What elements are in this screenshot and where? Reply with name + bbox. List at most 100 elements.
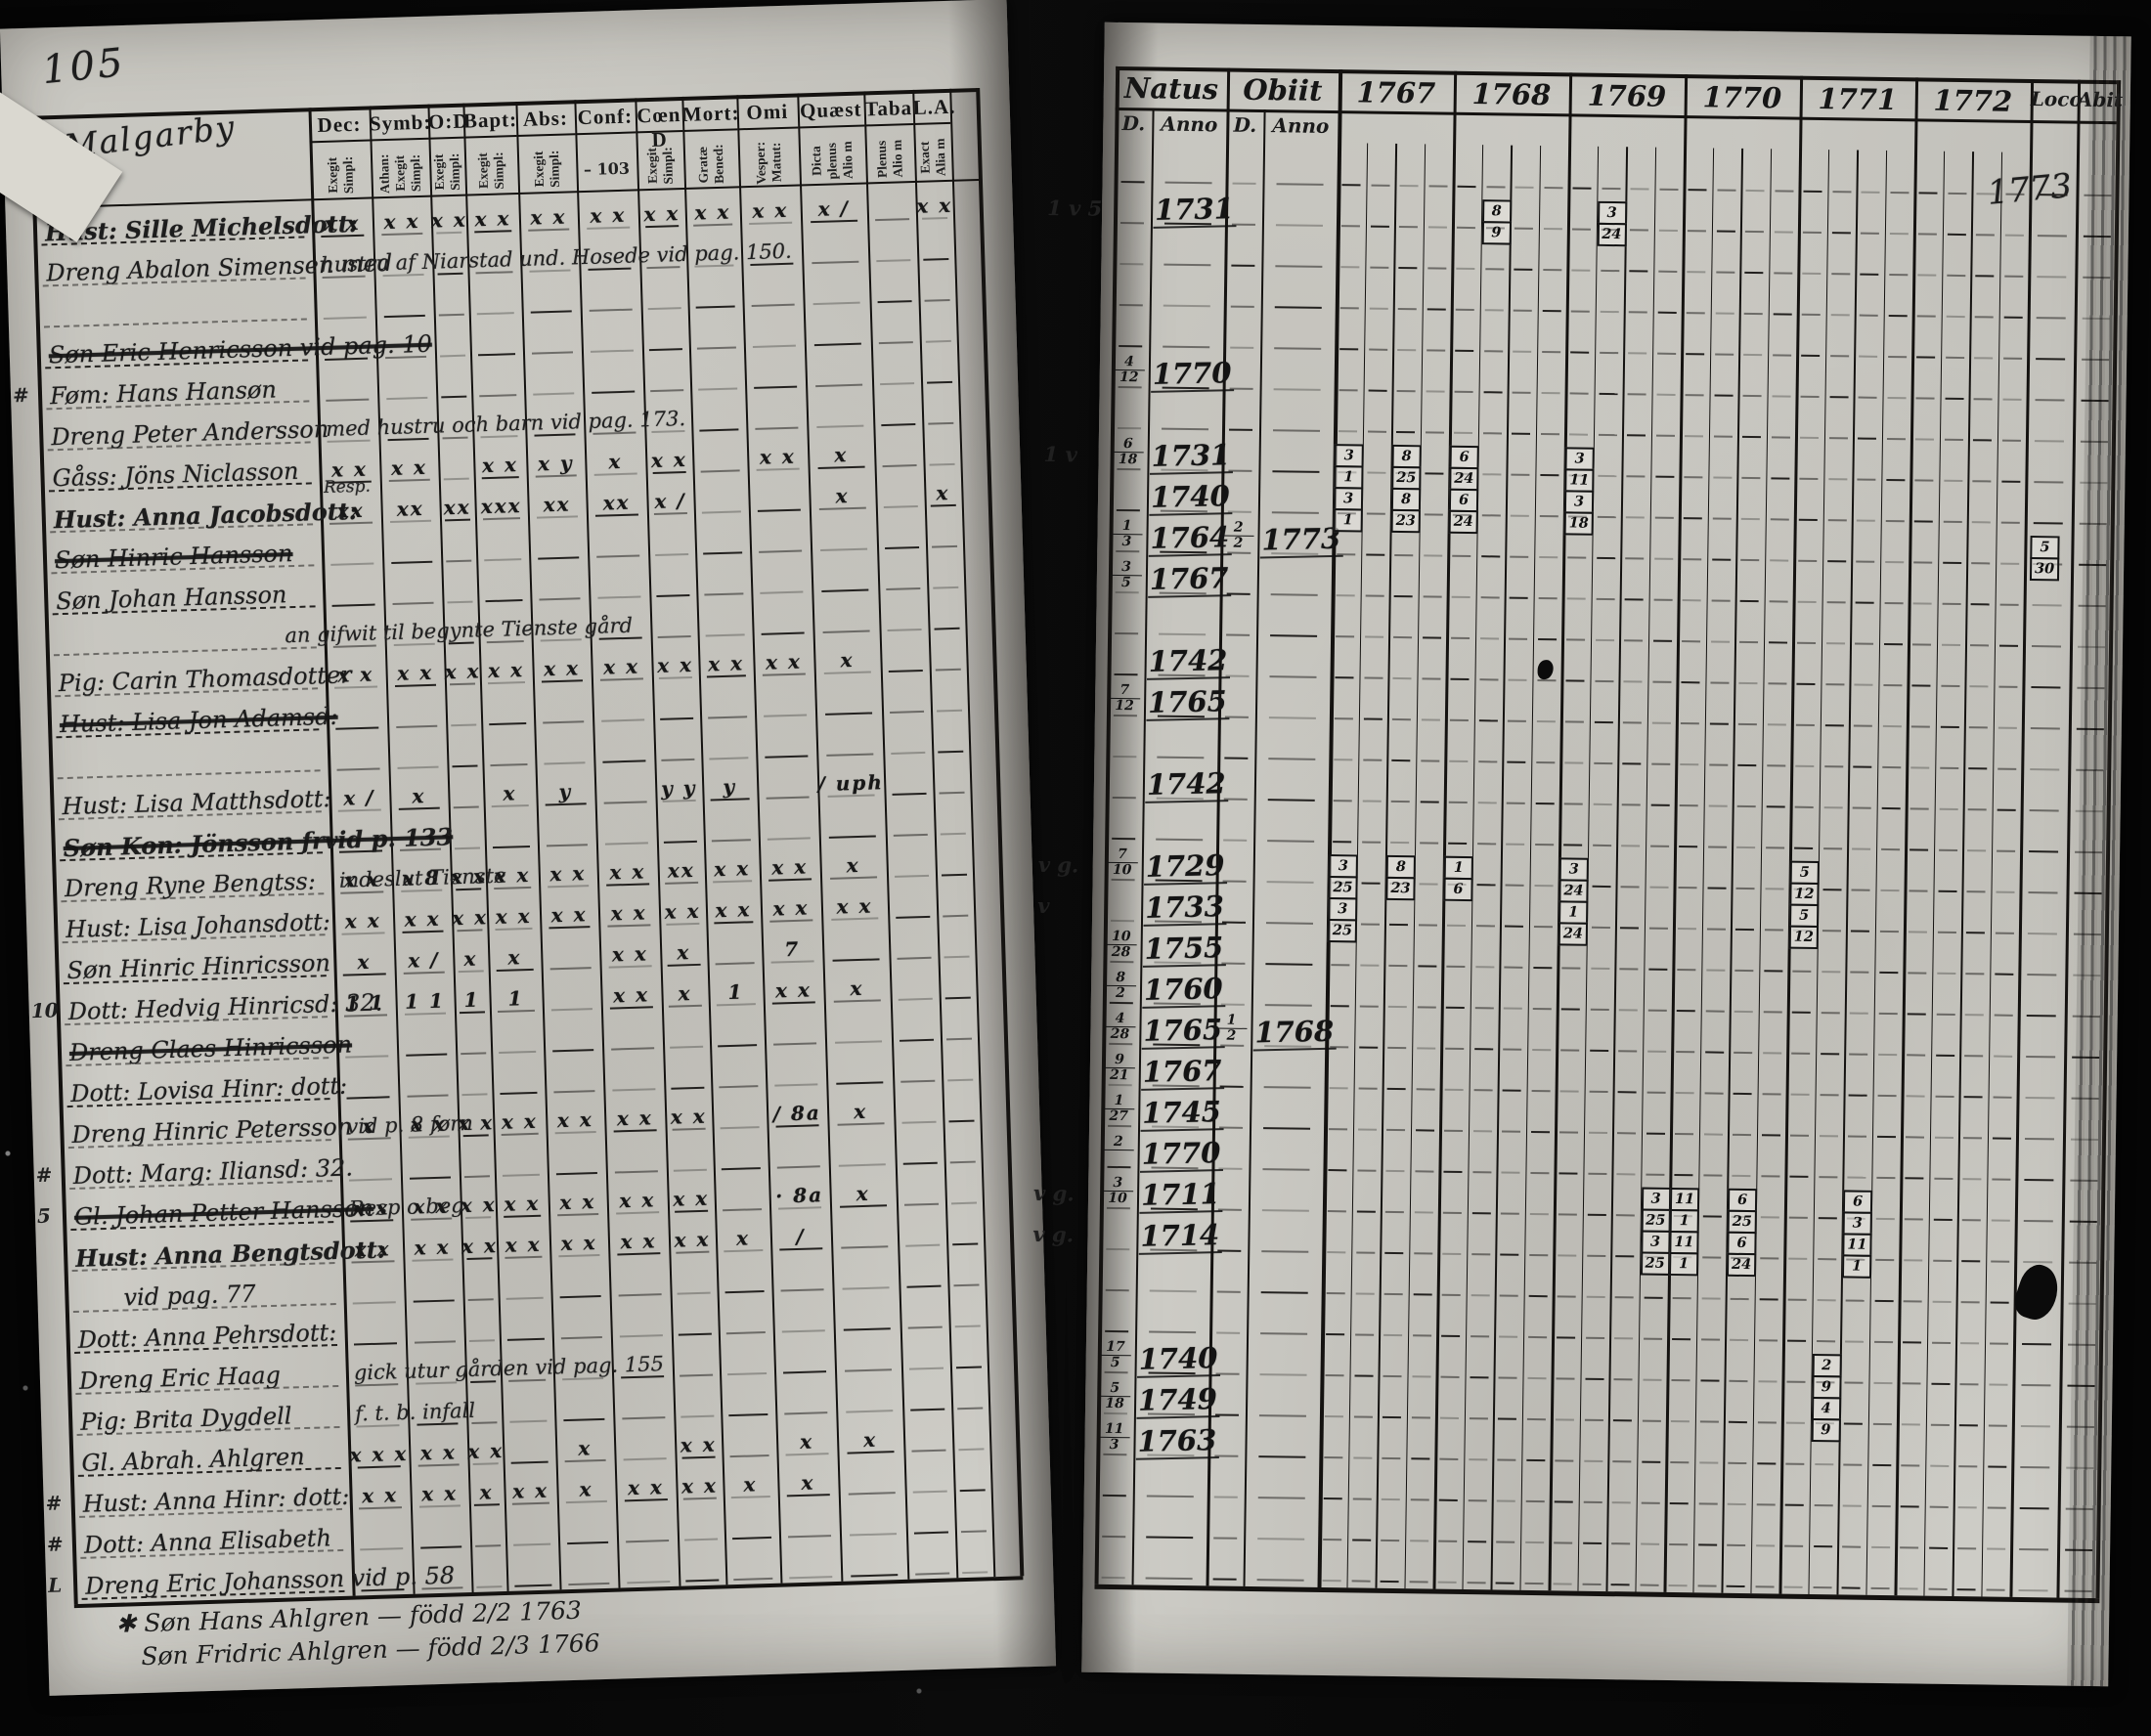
resident-name: Søn Kon: Jönsson frvid p. 133 — [63, 822, 454, 863]
row-rule-segment — [2026, 1015, 2057, 1018]
natus-year: 1733 — [1142, 890, 1227, 927]
row-rule-segment — [2026, 974, 2057, 976]
row-rule-segment — [1593, 803, 1612, 806]
row-rule-segment — [1818, 1217, 1837, 1220]
fraction-numerator: 3 — [1110, 559, 1143, 577]
year-mark-value: 25 — [1727, 1209, 1757, 1235]
mark-cell-rule — [485, 599, 523, 603]
mark-cell-rule — [835, 1040, 882, 1044]
mark-cell-rule — [592, 390, 635, 394]
row-rule-segment — [1498, 1376, 1517, 1379]
mark-cell-rule — [655, 553, 688, 557]
row-rule-segment — [1906, 1136, 1925, 1139]
row-rule-segment — [1960, 1342, 1980, 1345]
row-rule-segment — [1369, 307, 1388, 310]
row-rule-segment — [1157, 756, 1205, 760]
row-rule-segment — [1559, 1090, 1579, 1093]
row-rule-segment — [1457, 226, 1476, 230]
communion-mark: x x — [383, 209, 420, 235]
mark-cell-rule — [777, 1165, 820, 1169]
row-rule-segment — [1644, 1296, 1663, 1299]
row-rule-segment — [1437, 1581, 1457, 1584]
year-header-1771: 1771 — [1818, 81, 1898, 117]
year-mark-stack: 3 11 3 18 — [1563, 447, 1595, 536]
communion-mark: x — [608, 449, 623, 474]
row-rule-segment — [1164, 181, 1212, 185]
row-rule-segment — [1681, 722, 1700, 725]
row-rule-segment — [2074, 850, 2103, 854]
mark-cell-rule — [605, 842, 648, 846]
column-subheader-label: Athan: — [375, 153, 392, 195]
column-subheader-label: Matut: — [768, 142, 784, 183]
mark-cell-rule — [441, 395, 466, 399]
row-rule-segment — [1479, 678, 1499, 681]
mark-cell-rule — [913, 1531, 948, 1535]
row-rule-segment — [1727, 1543, 1746, 1547]
year-mark-value: 9 — [1811, 1374, 1842, 1400]
year-column-rule — [1894, 77, 1919, 1596]
row-rule-segment — [1558, 1254, 1577, 1257]
row-rule-segment — [1882, 765, 1901, 769]
year-subcolumn-rule — [1721, 148, 1743, 1593]
communion-mark: x — [507, 945, 522, 970]
column-header-8: Mort: — [681, 101, 740, 126]
communion-mark: x x — [772, 895, 810, 921]
row-rule-segment — [1262, 1168, 1310, 1171]
row-rule-segment — [1514, 186, 1534, 189]
row-rule-segment — [1536, 719, 1556, 723]
row-rule-segment — [1880, 847, 1900, 851]
row-rule-segment — [1902, 1423, 1921, 1426]
mark-cell-rule — [546, 844, 588, 847]
row-rule-segment — [1103, 1411, 1128, 1415]
year-mark-value: 3 — [1641, 1187, 1671, 1211]
year-mark-stack: 8 23 — [1385, 854, 1416, 901]
row-rule-segment — [1907, 1054, 1926, 1057]
row-rule-segment — [1365, 594, 1384, 597]
row-rule-segment — [1794, 846, 1814, 849]
row-rule-segment — [1909, 890, 1928, 892]
year-header-1768: 1768 — [1471, 77, 1552, 112]
row-rule-segment — [1359, 1046, 1378, 1049]
mark-cell-rule — [924, 298, 950, 302]
mark-cell-rule — [956, 1407, 984, 1410]
column-subheader-label: Alio m — [889, 139, 905, 179]
year-header-1770: 1770 — [1702, 80, 1782, 115]
row-rule-segment — [1998, 685, 2018, 688]
row-rule-segment — [1826, 560, 1846, 563]
row-rule-segment — [1884, 601, 1904, 605]
row-rule-segment — [1511, 514, 1530, 517]
row-rule-segment — [1386, 1087, 1406, 1091]
row-rule-segment — [1828, 437, 1848, 440]
row-rule-segment — [1858, 396, 1877, 399]
row-rule-segment — [2021, 1342, 2052, 1346]
row-rule-segment — [1988, 1424, 2007, 1427]
row-rule-segment — [1534, 884, 1554, 888]
row-rule-segment — [1368, 348, 1387, 351]
row-rule-segment — [1148, 1330, 1197, 1334]
row-rule-segment — [1785, 1503, 1804, 1506]
mark-cell-rule — [719, 1085, 758, 1089]
row-rule-segment — [1256, 1538, 1305, 1541]
row-rule-segment — [1527, 1335, 1547, 1339]
name-row-rule — [57, 769, 321, 780]
row-rule-segment — [1736, 804, 1756, 808]
row-rule-segment — [1592, 844, 1611, 847]
row-rule-segment — [1761, 1175, 1780, 1178]
row-rule-segment — [1822, 889, 1842, 891]
row-rule-segment — [1917, 315, 1936, 318]
mark-cell-rule — [354, 1342, 397, 1346]
row-margin-mark: # — [12, 382, 30, 408]
row-rule-segment — [1558, 1172, 1578, 1175]
communion-mark: x x — [602, 654, 640, 679]
row-rule-segment — [1471, 1212, 1491, 1215]
year-column-rule — [1663, 74, 1689, 1592]
row-rule-segment — [1508, 678, 1527, 681]
row-rule-segment — [1765, 846, 1784, 849]
mark-cell-rule — [446, 559, 471, 563]
resident-name: Dott: Marg: Iliansd: 32. — [72, 1153, 354, 1190]
row-rule-segment — [1824, 724, 1844, 727]
year-subcolumn-rule — [1980, 152, 2003, 1597]
row-rule-segment — [1444, 1088, 1464, 1091]
row-rule-segment — [1705, 1010, 1725, 1013]
column-subheader: DictaplenusAlio m — [798, 130, 866, 195]
